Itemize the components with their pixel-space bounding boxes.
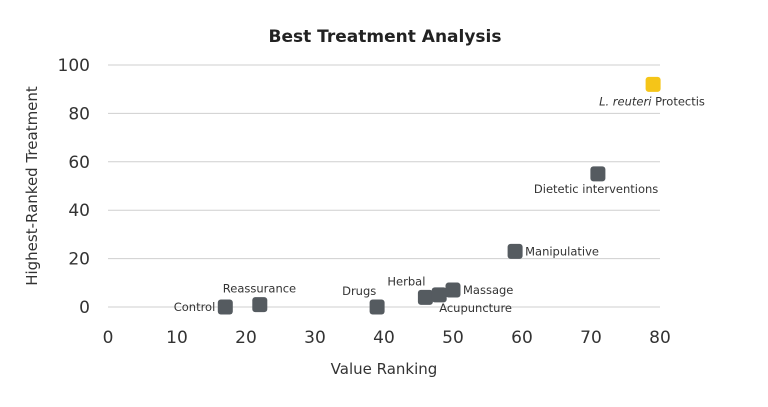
x-tick-label: 40	[373, 328, 395, 348]
data-point	[417, 289, 433, 305]
point-labels: Control Reassurance Drugs Herbal Acupuncture…	[174, 94, 705, 315]
y-tick-label: 80	[68, 104, 90, 124]
x-tick-label: 0	[103, 328, 114, 348]
y-tick-label: 60	[68, 153, 90, 173]
y-tick-label: 40	[68, 201, 90, 221]
data-label: Control	[174, 300, 216, 314]
grid-layer	[108, 64, 660, 308]
y-tick-label: 0	[79, 298, 90, 318]
x-axis-label: Value Ranking	[331, 360, 438, 378]
x-tick-label: 70	[580, 328, 602, 348]
data-point	[645, 76, 661, 92]
data-point	[590, 166, 606, 182]
x-axis-ticks: 0 10 20 30 40 50 60 70 80	[103, 328, 671, 348]
chart-title: Best Treatment Analysis	[269, 27, 502, 47]
x-tick-label: 30	[304, 328, 326, 348]
data-point	[252, 297, 268, 313]
data-label: Reassurance	[223, 282, 296, 296]
x-tick-label: 10	[166, 328, 188, 348]
x-tick-label: 80	[649, 328, 671, 348]
y-axis-label: Highest-Ranked Treatment	[23, 86, 41, 286]
data-point	[431, 287, 447, 303]
y-tick-label: 20	[68, 250, 90, 270]
data-point	[445, 282, 461, 298]
data-label: L. reuteri Protectis	[599, 94, 705, 108]
data-point	[507, 243, 523, 259]
data-label: Manipulative	[525, 244, 599, 258]
data-label: Herbal	[387, 274, 425, 288]
y-tick-label: 100	[58, 56, 90, 76]
x-tick-label: 20	[235, 328, 257, 348]
x-tick-label: 60	[511, 328, 533, 348]
data-label: Drugs	[342, 284, 376, 298]
y-axis-ticks: 0 20 40 60 80 100	[58, 56, 90, 318]
data-label: Dietetic interventions	[534, 182, 658, 196]
data-point	[217, 299, 233, 315]
data-points	[217, 76, 661, 315]
data-label: Acupuncture	[439, 301, 512, 315]
data-label: Massage	[463, 283, 513, 297]
data-point	[369, 299, 385, 315]
x-tick-label: 50	[442, 328, 464, 348]
